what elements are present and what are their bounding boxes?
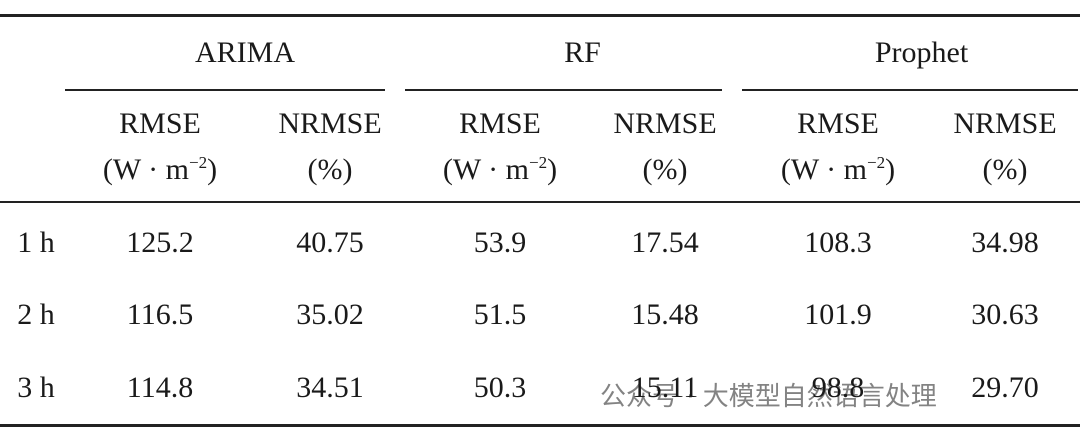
column-name: RMSE	[119, 107, 201, 140]
column-unit: (W · m−2)	[781, 153, 895, 187]
cell: 125.2	[126, 226, 194, 259]
row-label: 2 h	[17, 298, 55, 331]
unit-end: )	[885, 153, 896, 186]
group-header: ARIMA	[194, 36, 296, 69]
unit-exponent: −2	[867, 153, 886, 172]
column-name: RMSE	[459, 107, 541, 140]
column-name: NRMSE	[953, 107, 1057, 140]
cell: 34.98	[971, 226, 1039, 259]
unit-end: )	[547, 153, 558, 186]
row-label: 3 h	[17, 371, 55, 404]
unit-end: )	[207, 153, 218, 186]
unit-base: (W · m	[102, 153, 189, 186]
top-rule	[0, 14, 1080, 17]
row-label: 1 h	[17, 226, 55, 259]
header-rule	[0, 201, 1080, 203]
watermark: 公众号 · 大模型自然语言处理	[600, 382, 937, 412]
cell: 17.54	[631, 226, 699, 259]
cell: 15.11	[631, 371, 699, 404]
unit-base: (%)	[642, 153, 688, 186]
cell: 30.63	[971, 298, 1039, 331]
column-unit: (%)	[983, 153, 1028, 187]
column-unit: (%)	[643, 153, 688, 187]
cell: 98.8	[811, 371, 865, 404]
column-unit: (W · m−2)	[103, 153, 217, 187]
unit-base: (%)	[307, 153, 353, 186]
cell: 34.51	[296, 371, 364, 404]
cell: 101.9	[804, 298, 872, 331]
column-name: NRMSE	[613, 107, 717, 140]
unit-base: (W · m	[780, 153, 867, 186]
group-rule	[65, 89, 385, 91]
column-name: RMSE	[797, 107, 879, 140]
cell: 29.70	[971, 371, 1039, 404]
column-unit: (%)	[308, 153, 353, 187]
bottom-rule	[0, 424, 1080, 427]
unit-base: (%)	[982, 153, 1028, 186]
cell: 35.02	[296, 298, 364, 331]
unit-base: (W · m	[442, 153, 529, 186]
cell: 108.3	[804, 226, 872, 259]
cell: 114.8	[126, 371, 194, 404]
group-header: Prophet	[874, 36, 969, 69]
column-unit: (W · m−2)	[443, 153, 557, 187]
unit-exponent: −2	[189, 153, 208, 172]
unit-exponent: −2	[529, 153, 548, 172]
group-rule	[405, 89, 722, 91]
group-header: RF	[564, 36, 601, 69]
column-name: NRMSE	[278, 107, 382, 140]
group-rule	[742, 89, 1078, 91]
cell: 51.5	[473, 298, 527, 331]
cell: 15.48	[631, 298, 699, 331]
cell: 40.75	[296, 226, 364, 259]
cell: 50.3	[473, 371, 527, 404]
cell: 116.5	[126, 298, 194, 331]
cell: 53.9	[473, 226, 527, 259]
